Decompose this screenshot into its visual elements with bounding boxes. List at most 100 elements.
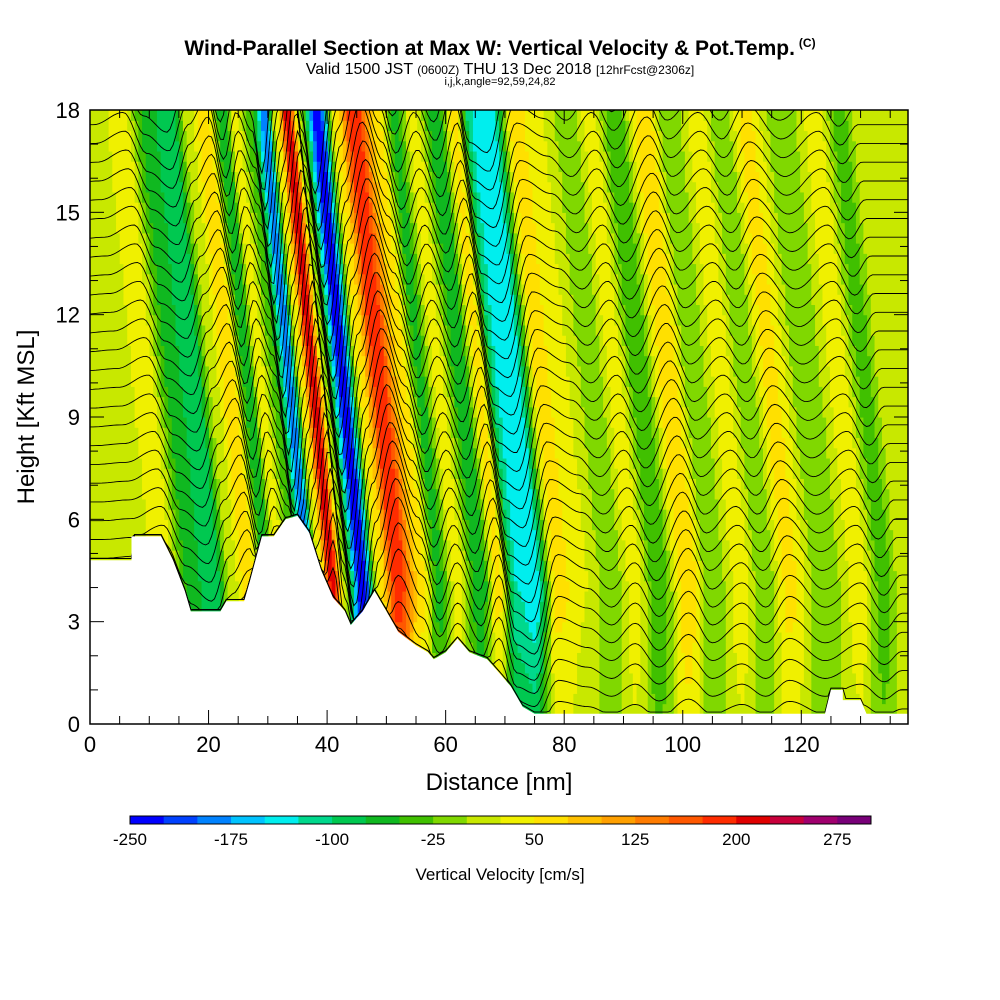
velocity-cell	[818, 631, 824, 643]
velocity-cell	[588, 550, 593, 561]
velocity-cell	[684, 560, 690, 572]
velocity-cell	[242, 570, 247, 582]
velocity-cell	[279, 519, 284, 531]
velocity-cell	[785, 693, 790, 705]
velocity-cell	[599, 611, 604, 623]
velocity-cell	[777, 621, 783, 633]
velocity-cell	[666, 539, 671, 551]
velocity-cell	[554, 652, 560, 664]
velocity-cell	[361, 550, 366, 561]
velocity-cell	[387, 539, 392, 551]
velocity-cell	[766, 601, 772, 613]
velocity-cell	[536, 672, 541, 684]
velocity-cell	[736, 703, 742, 715]
velocity-cell	[123, 488, 128, 500]
velocity-cell	[525, 590, 530, 602]
velocity-cell	[863, 611, 868, 623]
velocity-cell	[502, 642, 508, 653]
velocity-cell	[569, 683, 574, 694]
velocity-cell	[670, 601, 675, 613]
velocity-cell	[818, 519, 824, 531]
velocity-cell	[502, 488, 508, 500]
velocity-cell	[238, 550, 244, 561]
velocity-cell	[878, 662, 883, 674]
velocity-cell	[629, 488, 634, 500]
velocity-cell	[837, 662, 842, 674]
velocity-cell	[785, 631, 790, 643]
velocity-cell	[361, 519, 366, 531]
velocity-cell	[855, 621, 861, 633]
velocity-cell	[733, 631, 738, 643]
velocity-cell	[841, 693, 846, 705]
velocity-cell	[279, 488, 284, 500]
velocity-cell	[859, 498, 864, 510]
velocity-cell	[591, 693, 597, 705]
velocity-cell	[142, 519, 147, 531]
velocity-cell	[699, 611, 705, 623]
velocity-cell	[629, 539, 634, 551]
velocity-cell	[755, 539, 760, 551]
velocity-cell	[896, 539, 902, 551]
velocity-cell	[703, 642, 708, 653]
velocity-cell	[770, 539, 775, 551]
velocity-cell	[331, 529, 336, 541]
velocity-cell	[428, 560, 433, 572]
velocity-cell	[844, 601, 850, 613]
velocity-cell	[870, 539, 876, 551]
velocity-cell	[476, 529, 482, 541]
velocity-cell	[889, 539, 894, 551]
velocity-cell	[718, 560, 723, 572]
velocity-cell	[729, 550, 734, 561]
velocity-cell	[547, 580, 552, 592]
velocity-cell	[93, 509, 99, 520]
velocity-cell	[551, 611, 556, 623]
velocity-cell	[655, 560, 660, 572]
velocity-cell	[681, 519, 686, 531]
velocity-cell	[539, 509, 545, 520]
velocity-cell	[729, 652, 734, 664]
velocity-cell	[584, 672, 589, 684]
velocity-cell	[450, 601, 455, 613]
velocity-cell	[588, 488, 593, 500]
velocity-cell	[268, 519, 273, 531]
velocity-cell	[309, 519, 314, 531]
velocity-cell	[662, 672, 667, 684]
velocity-cell	[881, 611, 887, 623]
velocity-cell	[383, 601, 389, 613]
velocity-cell	[543, 703, 548, 715]
velocity-cell	[644, 580, 649, 592]
velocity-cell	[558, 621, 563, 633]
velocity-cell	[595, 509, 600, 520]
velocity-cell	[506, 580, 511, 592]
velocity-cell	[353, 550, 359, 561]
velocity-cell	[539, 693, 545, 705]
velocity-cell	[859, 662, 864, 674]
velocity-cell	[841, 621, 846, 633]
velocity-cell	[610, 652, 615, 664]
velocity-cell	[402, 590, 407, 602]
velocity-cell	[420, 539, 426, 551]
velocity-cell	[577, 703, 582, 715]
velocity-cell	[432, 519, 437, 531]
velocity-cell	[755, 611, 760, 623]
velocity-cell	[521, 560, 526, 572]
velocity-cell	[811, 570, 816, 582]
velocity-cell	[852, 672, 857, 684]
velocity-cell	[517, 498, 522, 510]
velocity-cell	[785, 498, 790, 510]
velocity-cell	[759, 662, 764, 674]
velocity-cell	[714, 693, 719, 705]
velocity-cell	[863, 672, 868, 684]
velocity-cell	[417, 611, 422, 623]
velocity-cell	[878, 642, 883, 653]
velocity-cell	[413, 570, 418, 582]
velocity-cell	[625, 611, 630, 623]
velocity-cell	[432, 642, 437, 653]
velocity-cell	[190, 498, 195, 510]
velocity-cell	[558, 703, 563, 715]
velocity-cell	[168, 519, 173, 531]
velocity-cell	[476, 590, 482, 602]
velocity-cell	[710, 498, 716, 510]
velocity-cell	[551, 590, 556, 602]
velocity-cell	[413, 631, 418, 643]
